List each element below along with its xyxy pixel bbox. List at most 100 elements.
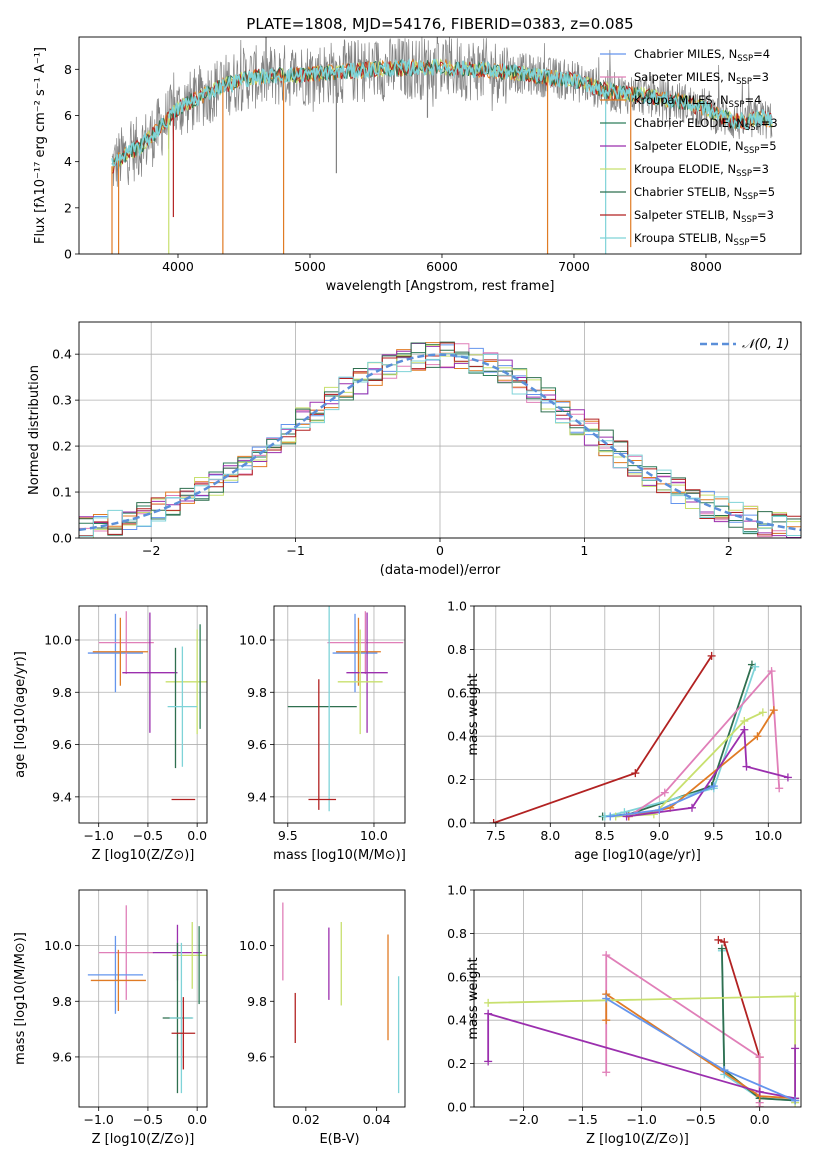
x-tick-label: −2 <box>142 543 160 558</box>
x-tick-label: 1 <box>580 543 588 558</box>
axes-frame <box>273 605 406 824</box>
y-tick-label: 0.6 <box>447 685 467 700</box>
y-tick-label: 10.0 <box>239 632 267 647</box>
panel-weight-vs-age: 7.5 8.0 8.5 9.0 9.5 10.0 0.0 0.2 0.4 0.6 0.8 1.0 age… <box>447 599 802 863</box>
x-tick-label: 9.5 <box>704 828 724 843</box>
x-tick-label: 8.0 <box>540 828 560 843</box>
y-tick-label: 9.6 <box>247 737 267 752</box>
y-tick-label: 2 <box>64 200 72 215</box>
x-tick-label: −1.0 <box>626 1112 656 1127</box>
residual-histogram <box>79 342 801 537</box>
plot-area <box>282 902 400 1094</box>
y-tick-label: 0.8 <box>447 642 467 657</box>
y-tick-label: 0.0 <box>52 531 72 546</box>
x-tick-label: −0.5 <box>685 1112 715 1127</box>
x-tick-label: 8.5 <box>595 828 615 843</box>
x-tick-label: 9.5 <box>278 828 298 843</box>
chart-title: PLATE=1808, MJD=54176, FIBERID=0383, z=0… <box>246 15 633 33</box>
x-tick-label: 4000 <box>162 259 194 274</box>
y-axis-label: mass weight <box>466 673 481 755</box>
y-tick-label: 9.6 <box>52 737 72 752</box>
axes-frame <box>78 605 208 824</box>
axes-frame <box>78 889 208 1108</box>
weight-line <box>605 953 761 1107</box>
x-tick-label: −0.5 <box>133 1112 163 1127</box>
x-tick-label: 0.0 <box>750 1112 770 1127</box>
panel-weight-vs-z: −2.0 −1.5 −1.0 −0.5 0.0 0.0 0.2 0.4 0.6 0.8 1.0 Z [… <box>447 883 802 1147</box>
y-tick-label: 0.8 <box>447 926 467 941</box>
x-axis-label: E(B-V) <box>319 1132 359 1147</box>
x-tick-label: 7.5 <box>486 828 506 843</box>
y-tick-label: 0.1 <box>52 485 72 500</box>
weight-line <box>628 709 775 818</box>
x-tick-label: −1.0 <box>84 1112 114 1127</box>
legend-label: Chabrier ELODIE, NSSP=3 <box>634 116 778 133</box>
y-tick-label: 1.0 <box>447 599 467 614</box>
y-tick-label: 9.8 <box>52 685 72 700</box>
legend-label: 𝒩(0, 1) <box>742 337 789 352</box>
y-tick-label: 10.0 <box>44 938 72 953</box>
y-tick-label: 0.4 <box>52 347 72 362</box>
y-tick-label: 9.8 <box>52 994 72 1009</box>
x-axis-label: Z [log10(Z/Z⊙)] <box>92 848 195 863</box>
x-axis-label: (data-model)/error <box>380 563 501 578</box>
y-tick-label: 10.0 <box>239 938 267 953</box>
y-tick-label: 4 <box>64 154 72 169</box>
x-tick-label: −1.5 <box>567 1112 597 1127</box>
y-tick-label: 0.6 <box>447 969 467 984</box>
plot-area <box>484 935 800 1107</box>
y-tick-label: 9.8 <box>247 685 267 700</box>
legend-label: Kroupa ELODIE, NSSP=3 <box>634 162 769 179</box>
y-tick-label: 10.0 <box>44 632 72 647</box>
y-tick-label: 0.2 <box>447 1056 467 1071</box>
x-tick-label: 0 <box>436 543 444 558</box>
x-tick-label: 0.02 <box>292 1112 320 1127</box>
y-axis-label: mass weight <box>466 957 481 1039</box>
legend-label: Kroupa MILES, NSSP=4 <box>634 93 761 110</box>
plot-area <box>489 651 792 823</box>
y-tick-label: 8 <box>64 62 72 77</box>
x-tick-label: 0.04 <box>363 1112 391 1127</box>
x-tick-label: 0.0 <box>187 828 207 843</box>
y-tick-label: 0.2 <box>447 772 467 787</box>
y-axis-label: Normed distribution <box>27 365 42 495</box>
panel-mass-vs-z: −1.0 −0.5 0.0 9.6 9.8 10.0 Z [log10(Z/Z⊙)] mass… <box>13 889 208 1147</box>
x-tick-label: −1 <box>286 543 304 558</box>
axes-frame <box>78 321 802 539</box>
x-axis-label: Z [log10(Z/Z⊙)] <box>92 1132 195 1147</box>
plot-area <box>87 611 207 801</box>
x-tick-label: 10.0 <box>360 828 388 843</box>
axes-frame <box>473 605 802 824</box>
legend-label: Chabrier STELIB, NSSP=5 <box>634 185 775 202</box>
legend-label: Salpeter ELODIE, NSSP=5 <box>634 139 777 156</box>
y-tick-label: 0.0 <box>447 816 467 831</box>
weight-line <box>604 666 757 818</box>
y-tick-label: 0.2 <box>52 439 72 454</box>
panel-age-vs-z: −1.0 −0.5 0.0 9.4 9.6 9.8 10.0 Z [log10(Z/Z⊙)] a… <box>13 605 208 863</box>
panel-residuals: −2 −1 0 1 2 0.0 0.1 0.2 0.3 0.4 (data-model)/error… <box>27 321 802 578</box>
y-tick-label: 9.4 <box>52 789 72 804</box>
x-tick-label: 5000 <box>294 259 326 274</box>
y-tick-label: 0.3 <box>52 393 72 408</box>
y-tick-label: 0.4 <box>447 729 467 744</box>
weight-line <box>628 668 781 818</box>
x-tick-label: 6000 <box>426 259 458 274</box>
legend: Chabrier MILES, NSSP=4 Salpeter MILES, NS… <box>600 47 778 248</box>
weight-line <box>626 726 789 818</box>
axes-frame <box>78 36 802 255</box>
plot-area <box>287 606 404 812</box>
legend-label: Kroupa STELIB, NSSP=5 <box>634 231 766 248</box>
x-axis-label: age [log10(age/yr)] <box>574 848 701 863</box>
legend-label: Salpeter MILES, NSSP=3 <box>634 70 769 87</box>
y-tick-label: 1.0 <box>447 883 467 898</box>
plot-area <box>79 341 801 538</box>
x-axis-label: mass [log10(M/M⊙)] <box>273 848 406 863</box>
y-axis-label: age [log10(age/yr)] <box>13 651 28 778</box>
legend-label: Chabrier MILES, NSSP=4 <box>634 47 770 64</box>
x-tick-label: 7000 <box>558 259 590 274</box>
x-tick-label: −0.5 <box>133 828 163 843</box>
x-axis-label: wavelength [Angstrom, rest frame] <box>326 279 555 294</box>
x-tick-label: −1.0 <box>84 828 114 843</box>
plot-area <box>87 905 207 1094</box>
